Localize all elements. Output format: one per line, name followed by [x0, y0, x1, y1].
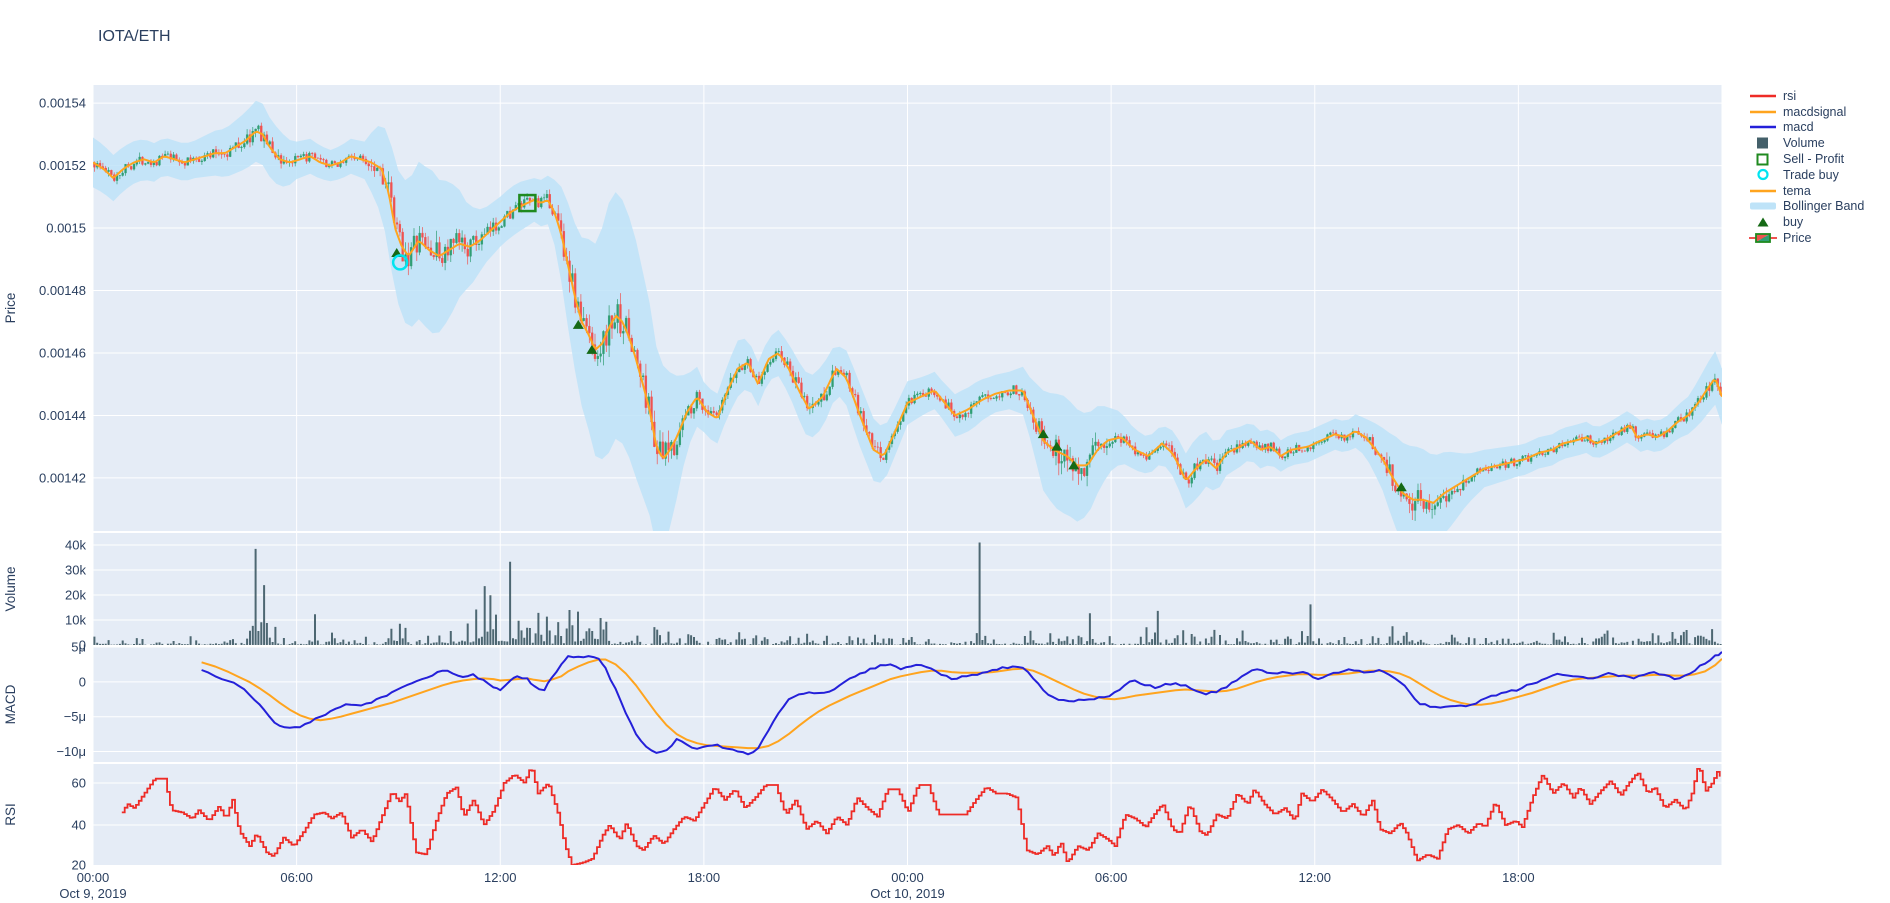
price-y-tick-label: 0.00144 — [39, 408, 86, 423]
x-tick-label: 00:00 — [77, 870, 110, 885]
volume-bars — [93, 542, 1722, 645]
chart-title: IOTA/ETH — [98, 28, 171, 45]
legend-line-swatch-icon — [1748, 106, 1778, 118]
volume-y-tick-label: 40k — [65, 538, 86, 553]
legend-item-tema[interactable]: tema — [1748, 183, 1864, 199]
legend-circle-outline-swatch-icon — [1748, 168, 1778, 181]
macd-line — [201, 651, 1722, 756]
legend-item-label: Sell - Profit — [1783, 152, 1845, 167]
macd-axis-title: MACD — [3, 684, 18, 724]
legend-item-label: macd — [1783, 120, 1814, 135]
price-y-tick-label: 0.00148 — [39, 283, 86, 298]
bollinger-band-area — [93, 100, 1722, 531]
legend-item-label: macdsignal — [1783, 104, 1847, 119]
rsi-axis-title: RSI — [3, 803, 18, 826]
price-y-tick-label: 0.00154 — [39, 96, 86, 111]
legend-item-macdsignal[interactable]: macdsignal — [1748, 104, 1864, 120]
legend-item-label: Price — [1783, 231, 1812, 246]
legend-item-label: rsi — [1783, 88, 1797, 103]
rsi-y-tick-label: 40 — [72, 818, 86, 833]
macd-y-tick-label: −5μ — [64, 709, 86, 724]
x-tick-label: 12:00 — [484, 870, 517, 885]
legend-line-swatch-icon — [1748, 90, 1778, 102]
volume-y-tick-label: 20k — [65, 588, 86, 603]
macd-y-tick-label: 0 — [79, 674, 86, 689]
trade-buy-marker[interactable] — [391, 254, 409, 271]
rsi-y-tick-label: 60 — [72, 775, 86, 790]
x-date-label: Oct 9, 2019 — [59, 886, 126, 901]
legend-item-label: Trade buy — [1783, 167, 1839, 182]
sell-profit-marker[interactable] — [518, 193, 537, 213]
buy-marker[interactable] — [586, 344, 598, 354]
legend-item-bollinger-band[interactable]: Bollinger Band — [1748, 199, 1864, 215]
x-tick-label: 06:00 — [1095, 870, 1128, 885]
macd-y-tick-label: −10μ — [56, 744, 86, 759]
rsi-y-tick-label: 20 — [72, 858, 86, 873]
legend-line-swatch-icon — [1748, 121, 1778, 133]
buy-marker[interactable] — [572, 319, 584, 329]
x-tick-label: 06:00 — [280, 870, 313, 885]
buy-marker[interactable] — [1395, 482, 1407, 492]
volume-y-tick-label: 0 — [79, 638, 86, 653]
volume-y-tick-label: 30k — [65, 563, 86, 578]
buy-marker[interactable] — [1037, 429, 1049, 439]
x-tick-label: 12:00 — [1298, 870, 1331, 885]
legend-item-trade-buy[interactable]: Trade buy — [1748, 167, 1864, 183]
price-y-tick-label: 0.0015 — [46, 221, 86, 236]
legend-item-rsi[interactable]: rsi — [1748, 88, 1864, 104]
price-y-tick-label: 0.00152 — [39, 158, 86, 173]
rsi-line — [121, 768, 1721, 865]
legend-candle-swatch-icon — [1748, 231, 1778, 245]
legend-item-label: Bollinger Band — [1783, 199, 1865, 214]
legend-item-macd[interactable]: macd — [1748, 120, 1864, 136]
price-y-tick-label: 0.00146 — [39, 345, 86, 360]
legend-item-label: buy — [1783, 215, 1804, 230]
x-tick-label: 18:00 — [1502, 870, 1535, 885]
macd-y-tick-label: 5μ — [71, 640, 86, 655]
legend-item-buy[interactable]: buy — [1748, 214, 1864, 230]
legend-square-outline-swatch-icon — [1748, 153, 1778, 166]
legend-item-volume[interactable]: Volume — [1748, 135, 1864, 151]
x-tick-label: 18:00 — [688, 870, 721, 885]
legend-item-sell-profit[interactable]: Sell - Profit — [1748, 151, 1864, 167]
legend-item-price[interactable]: Price — [1748, 230, 1864, 246]
buy-marker[interactable] — [1051, 441, 1063, 451]
buy-marker[interactable] — [1068, 460, 1080, 470]
legend-square-swatch-icon — [1748, 137, 1778, 149]
price-axis-title: Price — [3, 293, 18, 324]
legend-band-swatch-icon — [1748, 200, 1778, 212]
legend-item-label: tema — [1783, 183, 1811, 198]
x-date-label: Oct 10, 2019 — [870, 886, 944, 901]
volume-y-tick-label: 10k — [65, 613, 86, 628]
legend-line-swatch-icon — [1748, 185, 1778, 197]
tema-line — [93, 130, 1722, 505]
price-y-tick-label: 0.00142 — [39, 470, 86, 485]
legend: rsi macdsignal macd Volume Sell - Profit Trad… — [1748, 88, 1864, 246]
legend-item-label: Volume — [1783, 136, 1825, 151]
x-tick-label: 00:00 — [891, 870, 924, 885]
legend-triangle-swatch-icon — [1748, 216, 1778, 228]
volume-axis-title: Volume — [3, 566, 18, 611]
